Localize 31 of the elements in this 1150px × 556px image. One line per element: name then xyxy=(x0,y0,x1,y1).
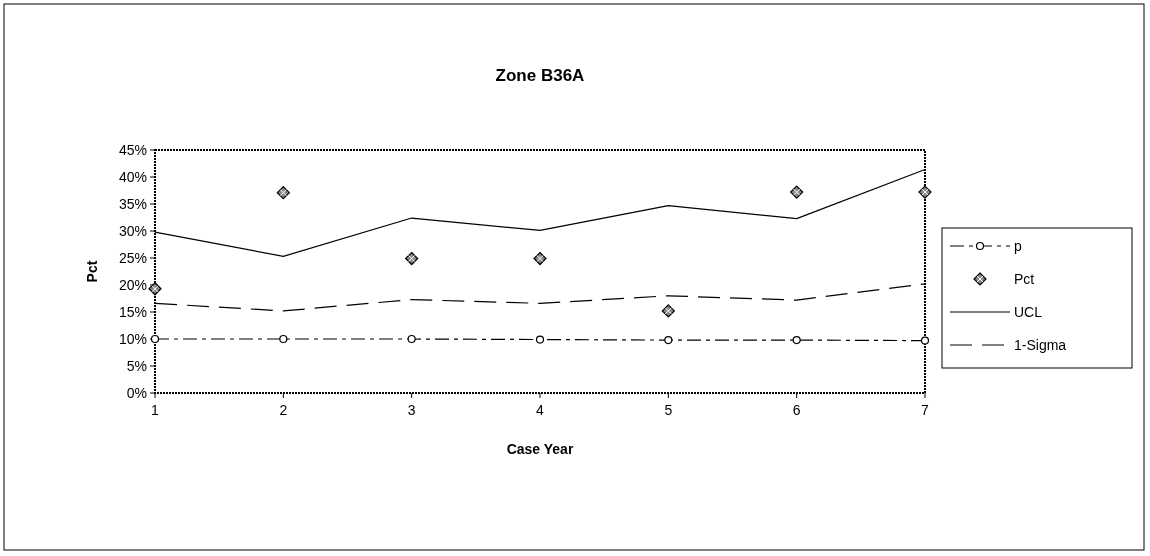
point xyxy=(920,336,930,345)
y-tick-label: 20% xyxy=(118,276,147,293)
x-tick-label: 1 xyxy=(151,402,160,418)
y-tick-label: 5% xyxy=(126,357,147,374)
y-tick-label: 40% xyxy=(118,168,147,185)
y-axis-title: Pct xyxy=(84,260,100,283)
point xyxy=(150,334,160,344)
x-tick-label: 5 xyxy=(664,402,673,418)
y-tick-label: 10% xyxy=(118,330,147,347)
y-tick-label: 25% xyxy=(118,249,147,266)
x-axis-title: Case Year xyxy=(506,441,574,457)
legend-label: p xyxy=(1014,237,1022,254)
y-tick-label: 45% xyxy=(118,141,147,158)
x-tick-label: 7 xyxy=(921,402,930,418)
x-tick-label: 6 xyxy=(792,402,801,418)
point xyxy=(535,335,545,344)
point xyxy=(664,335,673,345)
point xyxy=(792,335,801,345)
y-tick-label: 35% xyxy=(118,195,147,212)
x-tick-label: 2 xyxy=(279,402,288,418)
legend-label: Pct xyxy=(1014,270,1035,287)
point xyxy=(279,334,288,344)
legend-label: UCL xyxy=(1014,303,1043,320)
y-tick-label: 0% xyxy=(126,384,147,401)
x-tick-label: 4 xyxy=(536,402,545,418)
chart-title: Zone B36A xyxy=(495,66,585,85)
point xyxy=(407,334,416,344)
legend-label: 1-Sigma xyxy=(1014,336,1067,353)
y-tick-label: 15% xyxy=(118,303,147,320)
x-tick-label: 3 xyxy=(407,402,416,418)
y-tick-label: 30% xyxy=(118,222,147,239)
